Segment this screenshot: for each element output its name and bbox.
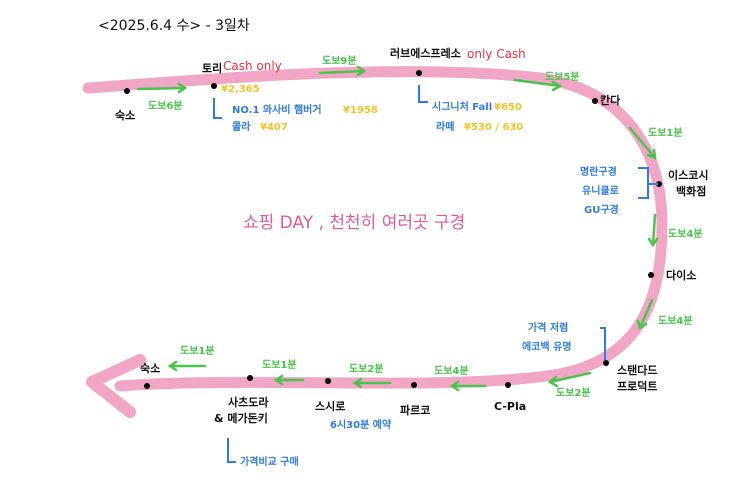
walk-time-6: 도보4분 (658, 315, 693, 327)
stop-kanda: 칸다 (600, 93, 621, 107)
stop-lodging-end: 숙소 (140, 362, 160, 375)
walk-time-1: 도보6분 (148, 100, 183, 112)
walk-time-9: 도보2분 (349, 363, 384, 375)
theme-text: 쇼핑 DAY , 천천히 여러곳 구경 (243, 213, 465, 233)
walk-time-3: 도보5분 (545, 71, 580, 83)
stop-standard-product: 프로덕트 (617, 379, 657, 393)
love-item-signature: 시그니처 Fall (432, 100, 492, 113)
walk-time-8: 도보4분 (434, 365, 469, 377)
stop-tori: 토리 (202, 61, 222, 75)
stop-lodging-start: 숙소 (115, 109, 135, 122)
stop-dots (124, 70, 662, 389)
love-only-cash: only Cash (467, 47, 526, 61)
page-title: <2025.6.4 수> - 3일차 (98, 18, 250, 34)
sushiro-reservation: 6시30분 예약 (330, 418, 392, 431)
tori-item-burger: NO.1 와사비 햄버거 (232, 103, 322, 116)
walk-time-7: 도보2분 (556, 387, 591, 399)
standard-note-2: 에코백 유명 (522, 340, 571, 353)
stop-standard: 스탠다드 (617, 363, 657, 377)
stop-sushiro: 스시로 (315, 400, 345, 413)
tori-item-burger-price: ¥1958 (343, 105, 378, 116)
love-item-latte: 라떼 (436, 120, 454, 133)
stop-daiso: 다이소 (666, 268, 696, 282)
love-item-signature-price: ¥650 (494, 102, 522, 113)
walk-time-4: 도보1분 (648, 127, 683, 139)
isekoshi-note-3: GU구경 (584, 203, 619, 216)
note-brackets (213, 85, 658, 463)
stop-parco: 파르코 (400, 403, 430, 417)
stop-love-espresso: 러브에스프레소 (390, 46, 461, 60)
walk-arrows (136, 65, 659, 392)
isekoshi-note-1: 명란구경 (580, 165, 617, 178)
walk-time-11: 도보1분 (180, 345, 215, 357)
stop-isekoshi-dept: 백화점 (676, 184, 706, 198)
love-item-latte-price: ¥530 / 630 (464, 122, 523, 133)
isekoshi-note-2: 유니클로 (582, 184, 619, 197)
walk-time-2: 도보9분 (322, 55, 357, 67)
tori-item-cola: 콜라 (232, 120, 251, 133)
stop-satsudora: 사츠도라 (228, 395, 269, 409)
satsudora-note: 가격비교 구매 (240, 455, 299, 468)
tori-cash-only: Cash only (223, 59, 282, 73)
stop-cpla: C-Pla (494, 400, 526, 413)
stop-satsudora-mega: & 메가돈키 (214, 411, 268, 425)
route-arrowhead (86, 354, 146, 418)
standard-note-1: 가격 저렴 (528, 321, 568, 334)
tori-total-price: ¥2,365 (221, 84, 260, 95)
tori-item-cola-price: ¥407 (260, 122, 288, 133)
walk-time-10: 도보1분 (262, 359, 297, 371)
stop-isekoshi: 이스코시 (668, 168, 708, 182)
walk-time-5: 도보4분 (668, 228, 703, 240)
